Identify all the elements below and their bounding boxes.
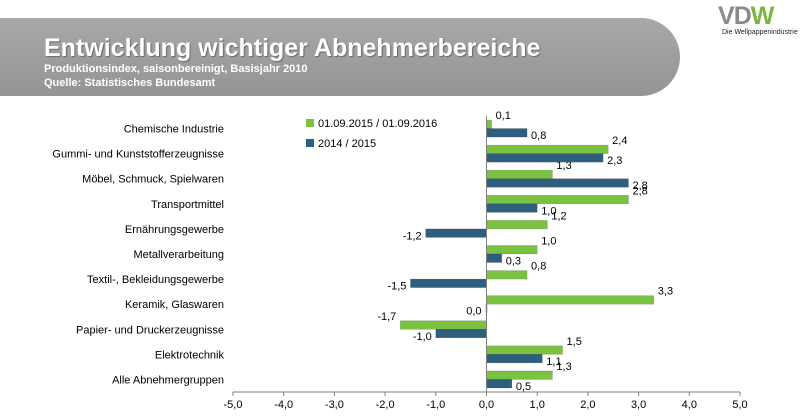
- x-tick-label: -2,0: [376, 399, 395, 411]
- data-label: 1,0: [541, 236, 556, 248]
- logo-letter-d: D: [733, 2, 752, 30]
- bar-series-2015: [486, 203, 538, 213]
- data-label: 1,3: [556, 160, 571, 172]
- page-subtitle: Produktionsindex, saisonbereinigt, Basis…: [44, 63, 308, 75]
- data-label: 0,8: [531, 130, 546, 142]
- data-label: 2,3: [607, 155, 622, 167]
- data-label: 0,8: [531, 261, 546, 273]
- x-tick-label: -5,0: [224, 399, 243, 411]
- data-label: -1,7: [377, 311, 396, 323]
- data-label: -1,2: [403, 230, 422, 242]
- bar-series-2015: [486, 354, 543, 364]
- data-label: 2,4: [612, 135, 627, 147]
- category-label: Chemische Industrie: [124, 124, 224, 136]
- x-tick-label: 1,0: [530, 399, 545, 411]
- data-label: -1,0: [413, 331, 432, 343]
- category-label: Textil-, Bekleidungsgewerbe: [87, 274, 224, 286]
- legend-swatch: [306, 139, 314, 147]
- data-label: 0,3: [506, 256, 521, 268]
- bar-series-2015: [410, 278, 487, 288]
- source-note: Quelle: Statistisches Bundesamt: [44, 77, 216, 89]
- bar-series-2016: [486, 295, 655, 305]
- bar-series-2016: [486, 144, 609, 154]
- category-label: Möbel, Schmuck, Spielwaren: [82, 174, 224, 186]
- data-label: 1,5: [567, 336, 582, 348]
- bar-series-2016: [486, 169, 553, 179]
- x-tick-label: -4,0: [274, 399, 293, 411]
- bar-series-2016: [400, 320, 487, 330]
- category-label: Elektrotechnik: [155, 349, 225, 361]
- category-label: Keramik, Glaswaren: [125, 299, 224, 311]
- x-tick-label: 4,0: [682, 399, 697, 411]
- data-label: 3,3: [658, 286, 673, 298]
- logo-letter-w: W: [750, 2, 775, 30]
- data-label: 1,3: [556, 361, 571, 373]
- bar-series-2015: [486, 253, 502, 263]
- bar-series-2015: [486, 153, 604, 163]
- title-banner: [0, 18, 680, 96]
- legend-label: 2014 / 2015: [318, 138, 376, 150]
- category-label: Metallverarbeitung: [134, 249, 225, 261]
- logo-letter-v: V: [718, 2, 735, 30]
- x-tick-label: 2,0: [580, 399, 595, 411]
- bar-series-2015: [486, 178, 629, 188]
- bar-series-2016: [486, 245, 538, 255]
- data-label: 0,0: [466, 306, 481, 318]
- bar-series-2016: [486, 370, 553, 380]
- category-label: Gummi- und Kunststofferzeugnisse: [52, 149, 224, 161]
- bar-series-2015: [435, 329, 487, 339]
- bar-series-2015: [486, 128, 528, 138]
- data-label: 2,8: [632, 185, 647, 197]
- logo-wordmark: VDW: [718, 2, 775, 30]
- x-tick-label: -1,0: [426, 399, 445, 411]
- logo-tagline: Die Wellpappenindustrie: [722, 29, 798, 36]
- data-label: 1,1: [546, 356, 561, 368]
- category-label: Alle Abnehmergruppen: [112, 374, 224, 386]
- x-tick-label: -3,0: [325, 399, 344, 411]
- bar-series-2015: [425, 228, 487, 238]
- page-title: Entwicklung wichtiger Abnehmerbereiche: [44, 34, 541, 62]
- bar-series-2016: [486, 220, 548, 230]
- data-label: 2,8: [632, 180, 647, 192]
- category-label: Transportmittel: [151, 199, 224, 211]
- bar-series-2016: [486, 195, 629, 205]
- data-label: 1,2: [551, 210, 566, 222]
- vdw-logo: VDW Die Wellpappenindustrie: [718, 2, 800, 40]
- x-tick-label: 3,0: [631, 399, 646, 411]
- data-label: 0,5: [516, 381, 531, 393]
- bar-series-2016: [486, 345, 563, 355]
- bar-series-2016: [486, 270, 528, 280]
- legend-label: 01.09.2015 / 01.09.2016: [318, 118, 437, 130]
- x-tick-label: 0,0: [479, 399, 494, 411]
- x-tick-label: 5,0: [732, 399, 747, 411]
- bar-series-2016: [486, 119, 492, 129]
- data-label: 1,0: [541, 205, 556, 217]
- bar-series-2015: [486, 379, 513, 389]
- category-label: Ernährungsgewerbe: [125, 224, 224, 236]
- legend-swatch: [306, 119, 314, 127]
- data-label: 0,1: [496, 110, 511, 122]
- data-label: -1,5: [387, 281, 406, 293]
- category-label: Papier- und Druckerzeugnisse: [76, 324, 224, 336]
